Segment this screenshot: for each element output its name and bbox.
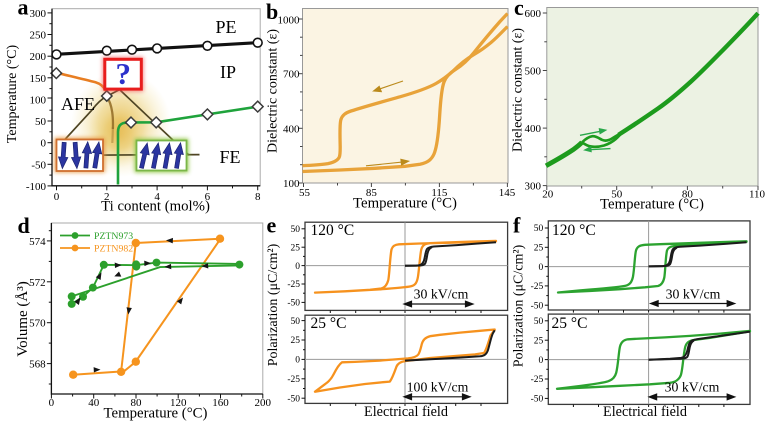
- svg-text:IP: IP: [220, 62, 236, 82]
- svg-text:0: 0: [295, 356, 300, 366]
- svg-text:50: 50: [611, 188, 623, 200]
- svg-text:Temperature (°C): Temperature (°C): [104, 406, 208, 422]
- svg-text:50: 50: [534, 317, 544, 327]
- svg-text:-25: -25: [287, 280, 300, 290]
- svg-text:85: 85: [366, 187, 378, 199]
- svg-text:2: 2: [104, 191, 110, 203]
- svg-text:160: 160: [212, 397, 229, 409]
- svg-text:8: 8: [255, 191, 261, 203]
- svg-text:0: 0: [41, 138, 47, 150]
- svg-text:150: 150: [30, 73, 47, 85]
- svg-text:-25: -25: [531, 282, 544, 292]
- svg-text:a: a: [18, 0, 29, 20]
- svg-text:-25: -25: [287, 375, 300, 385]
- svg-text:Ti content (mol%): Ti content (mol%): [101, 199, 210, 215]
- svg-text:6: 6: [205, 191, 211, 203]
- svg-text:1000: 1000: [278, 14, 301, 26]
- svg-text:500: 500: [525, 66, 542, 78]
- svg-text:0: 0: [49, 397, 55, 409]
- svg-text:25: 25: [534, 244, 544, 254]
- svg-text:Temperature (°C): Temperature (°C): [353, 196, 457, 212]
- svg-text:50: 50: [35, 116, 47, 128]
- svg-text:574: 574: [29, 236, 46, 248]
- svg-text:30 kV/cm: 30 kV/cm: [665, 380, 720, 395]
- svg-text:0: 0: [539, 263, 544, 273]
- svg-text:?: ?: [115, 56, 131, 91]
- svg-text:145: 145: [499, 187, 516, 199]
- svg-text:25 °C: 25 °C: [311, 315, 347, 332]
- svg-text:Electrical field: Electrical field: [364, 404, 448, 420]
- svg-text:120: 120: [170, 397, 187, 409]
- svg-text:115: 115: [431, 187, 448, 199]
- svg-text:PZTN982: PZTN982: [94, 244, 133, 255]
- svg-text:100: 100: [283, 178, 300, 190]
- svg-text:d: d: [18, 213, 30, 238]
- svg-text:50: 50: [291, 317, 301, 327]
- svg-text:120 °C: 120 °C: [552, 222, 596, 239]
- svg-text:-25: -25: [531, 375, 544, 385]
- svg-text:700: 700: [283, 69, 300, 81]
- svg-text:55: 55: [299, 187, 311, 199]
- svg-text:-50: -50: [31, 159, 46, 171]
- svg-text:250: 250: [30, 30, 47, 42]
- svg-text:Electrical field: Electrical field: [603, 404, 687, 420]
- svg-text:50: 50: [534, 224, 544, 234]
- svg-text:-50: -50: [531, 395, 544, 405]
- svg-text:400: 400: [525, 123, 542, 135]
- svg-text:e: e: [267, 213, 277, 238]
- svg-text:Temperature (°C): Temperature (°C): [5, 45, 20, 144]
- svg-text:PE: PE: [215, 17, 236, 37]
- svg-text:0: 0: [539, 356, 544, 366]
- svg-text:400: 400: [283, 123, 300, 135]
- svg-text:Dielectric constant (ε): Dielectric constant (ε): [511, 28, 526, 152]
- svg-text:50: 50: [291, 225, 301, 235]
- svg-text:b: b: [266, 0, 278, 24]
- svg-text:572: 572: [29, 277, 46, 289]
- svg-text:100: 100: [30, 94, 47, 106]
- svg-text:570: 570: [29, 318, 46, 330]
- svg-text:Volume (Å³): Volume (Å³): [15, 281, 31, 356]
- svg-text:80: 80: [682, 188, 694, 200]
- svg-text:40: 40: [88, 397, 100, 409]
- svg-text:PZTN973: PZTN973: [94, 231, 133, 242]
- svg-text:30 kV/cm: 30 kV/cm: [414, 287, 469, 302]
- svg-text:300: 300: [525, 181, 542, 193]
- svg-text:FE: FE: [219, 147, 240, 167]
- svg-text:200: 200: [255, 397, 272, 409]
- svg-text:25: 25: [291, 336, 301, 346]
- svg-text:Polarization (μC/cm²): Polarization (μC/cm²): [266, 243, 281, 366]
- svg-text:30 kV/cm: 30 kV/cm: [666, 287, 721, 302]
- svg-text:0: 0: [295, 262, 300, 272]
- svg-text:568: 568: [29, 359, 46, 371]
- svg-text:c: c: [514, 0, 524, 20]
- svg-text:300: 300: [30, 8, 47, 20]
- svg-text:200: 200: [30, 51, 47, 63]
- svg-text:Dielectric constant (ε): Dielectric constant (ε): [266, 29, 281, 153]
- svg-text:AFE: AFE: [61, 94, 95, 114]
- svg-text:4: 4: [154, 191, 160, 203]
- svg-text:80: 80: [131, 397, 143, 409]
- svg-text:-50: -50: [531, 301, 544, 311]
- svg-text:20: 20: [542, 188, 554, 200]
- svg-text:600: 600: [525, 8, 542, 20]
- svg-text:25: 25: [534, 336, 544, 346]
- svg-text:25: 25: [291, 243, 301, 253]
- svg-text:120 °C: 120 °C: [311, 222, 355, 239]
- svg-text:110: 110: [749, 188, 766, 200]
- svg-text:25 °C: 25 °C: [552, 315, 588, 332]
- svg-text:0: 0: [54, 191, 60, 203]
- svg-text:-50: -50: [287, 299, 300, 309]
- svg-text:-50: -50: [287, 394, 300, 404]
- svg-text:Polarization (μC/cm²): Polarization (μC/cm²): [512, 244, 527, 367]
- svg-text:-100: -100: [26, 181, 47, 193]
- svg-text:100 kV/cm: 100 kV/cm: [407, 380, 469, 395]
- svg-text:Temperature (°C): Temperature (°C): [600, 197, 704, 213]
- svg-text:f: f: [513, 213, 521, 238]
